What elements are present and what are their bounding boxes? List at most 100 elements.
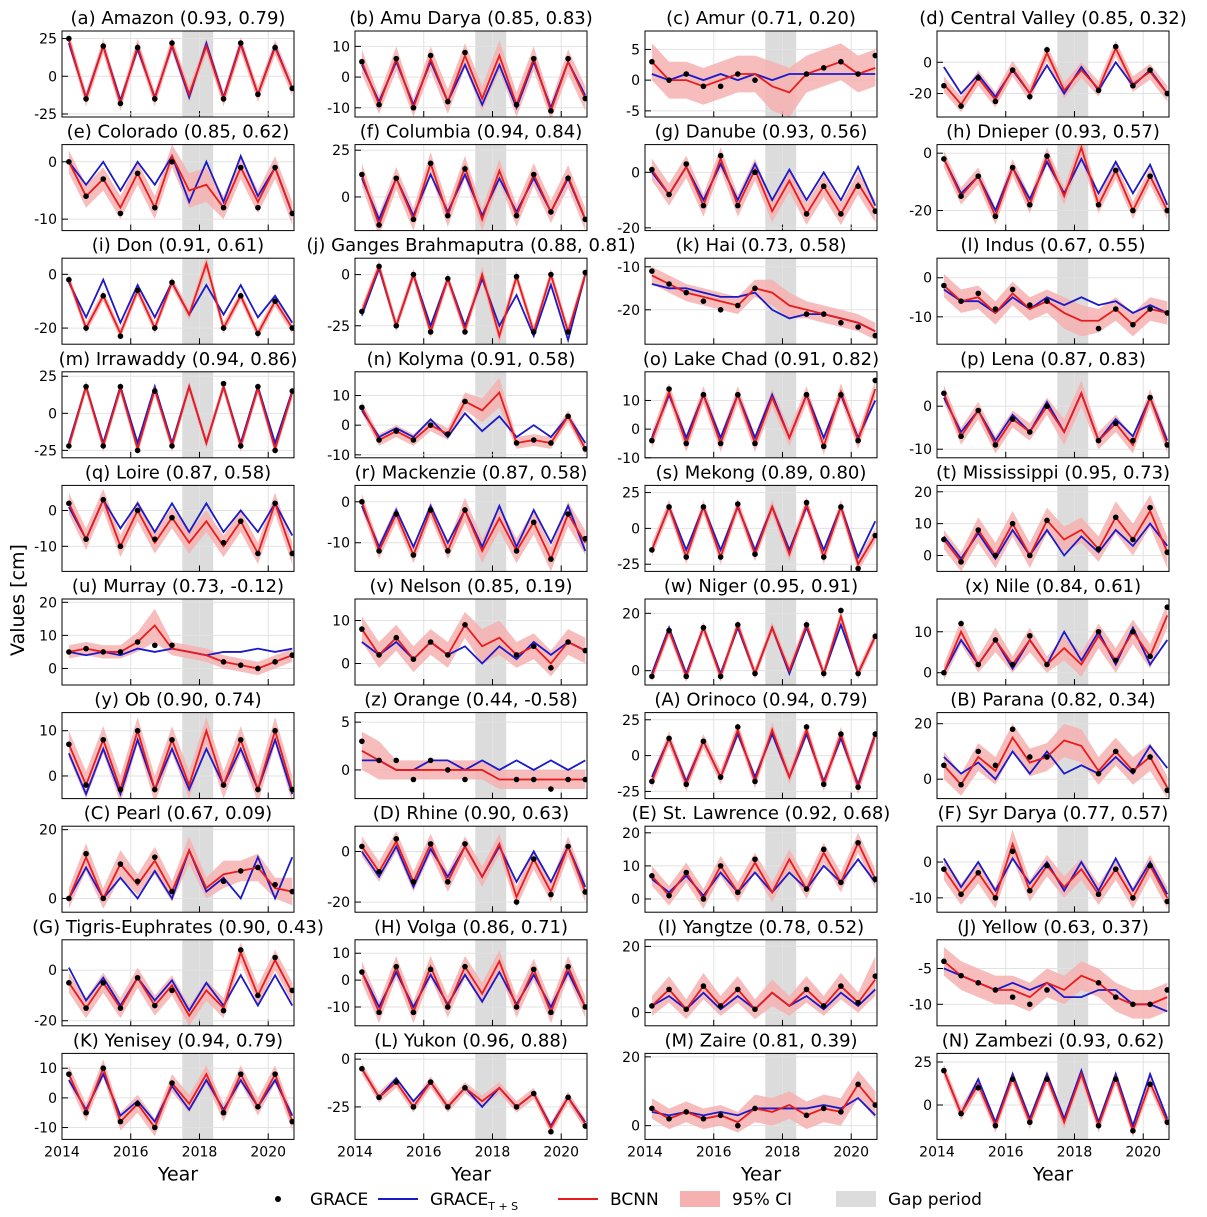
grace-point	[565, 413, 571, 420]
y-tick-label: -25	[617, 784, 640, 800]
bcnn-line	[361, 263, 587, 340]
grace-point	[100, 176, 107, 182]
y-tick-label: 10	[914, 517, 932, 533]
grace-point	[376, 437, 382, 443]
grace-point	[1027, 633, 1033, 639]
grace-point	[958, 781, 964, 788]
y-tick-label: -25	[34, 107, 57, 123]
panel-title: (D) Rhine (0.90, 0.63)	[373, 803, 569, 824]
grace-point	[649, 58, 655, 65]
frame	[61, 939, 295, 1027]
y-tick-label: 5	[631, 42, 640, 58]
grace-point	[66, 35, 72, 42]
panel-title: (x) Nile (0.84, 0.61)	[965, 576, 1141, 597]
grace-point	[666, 77, 672, 83]
grace-point	[1112, 514, 1119, 521]
y-tick-label: -10	[34, 212, 57, 228]
grace-point	[855, 670, 861, 677]
grace-point	[83, 1005, 89, 1011]
plot-area	[941, 723, 1169, 799]
grace-point	[803, 622, 810, 628]
grace-point	[1147, 306, 1153, 312]
ci-band	[361, 731, 586, 790]
panel: (t) Mississippi (0.95, 0.73) 0 10 20	[914, 462, 1170, 572]
legend-marker	[680, 1191, 720, 1207]
frame	[936, 30, 1170, 118]
frame	[644, 144, 878, 232]
grace-point	[100, 980, 107, 986]
grace-point	[582, 1123, 587, 1129]
panel-title: (I) Yangtze (0.78, 0.52)	[658, 917, 864, 938]
grace-point	[530, 329, 537, 335]
grace-point	[1027, 552, 1033, 559]
y-tick-label: 0	[48, 267, 57, 283]
panel: (v) Nelson (0.85, 0.19) 0 10	[332, 576, 588, 686]
grace-point	[1009, 994, 1016, 1000]
grace-point	[975, 290, 982, 297]
grace-point	[1044, 661, 1050, 668]
grace-point	[820, 65, 827, 71]
y-tick-label: 0	[48, 963, 57, 979]
grace-point	[565, 776, 571, 783]
y-tick-label: 25	[39, 32, 57, 48]
grace-point	[1112, 994, 1119, 1000]
legend-name: GRACE	[430, 1190, 488, 1210]
panel-title: (G) Tigris-Euphrates (0.90, 0.43)	[32, 917, 324, 938]
panel: (L) Yukon (0.96, 0.88) 2014 2016 2018 2020 -2…	[327, 1030, 588, 1185]
grace-point	[855, 437, 861, 444]
bcnn-line	[943, 960, 1168, 1006]
panel: (D) Rhine (0.90, 0.63) -20 0	[327, 803, 588, 913]
grace-point	[649, 166, 655, 173]
grace-point	[1009, 726, 1016, 733]
legend-sub: T + S	[487, 1200, 518, 1213]
grace-point	[255, 1103, 261, 1110]
grace-point	[1095, 546, 1102, 552]
grace-point	[958, 972, 964, 979]
grace-point	[820, 1105, 827, 1112]
grace-point	[735, 202, 741, 209]
plot-area	[359, 40, 587, 117]
frame	[354, 939, 588, 1027]
grace-point	[838, 607, 844, 614]
grace-point	[752, 778, 758, 785]
grace-point	[820, 670, 827, 677]
grace-point	[100, 649, 107, 655]
x-tick-label: 2014	[44, 1144, 80, 1160]
grace-point	[393, 757, 400, 764]
frame	[644, 371, 878, 459]
grace-point	[100, 293, 107, 299]
grace-point	[169, 642, 175, 649]
grace-point	[237, 947, 244, 953]
grace-point	[445, 767, 451, 773]
y-tick-label: -25	[327, 1100, 350, 1116]
grace-point	[958, 433, 964, 440]
grace-point	[237, 1071, 244, 1077]
grace-point	[393, 836, 400, 842]
y-tick-label: 20	[622, 1050, 640, 1066]
grace-point	[100, 43, 107, 49]
grace-point	[752, 1006, 758, 1013]
grace-point	[872, 1102, 877, 1108]
grace-point	[376, 868, 382, 875]
grace-point	[427, 507, 434, 513]
y-tick-label: 0	[923, 1098, 932, 1114]
plot-area	[359, 152, 587, 231]
grace-point	[855, 183, 861, 190]
frame	[936, 484, 1170, 572]
bcnn-line	[361, 623, 586, 665]
panel-title: (a) Amazon (0.93, 0.79)	[71, 8, 286, 29]
plot-area	[649, 832, 877, 909]
grace-point	[134, 287, 141, 294]
grace-point	[445, 879, 451, 885]
grace-point	[1130, 1128, 1136, 1134]
grace-point	[513, 1004, 520, 1010]
grace-point	[117, 543, 124, 550]
panel-title: (w) Niger (0.95, 0.91)	[664, 576, 858, 597]
grace-point	[1027, 302, 1033, 308]
legend-name: BCNN	[610, 1190, 659, 1210]
grace-point	[838, 58, 844, 65]
grace-point	[548, 665, 554, 671]
grace-point	[255, 383, 261, 390]
grace-point	[803, 724, 810, 730]
plot-area	[941, 829, 1169, 909]
